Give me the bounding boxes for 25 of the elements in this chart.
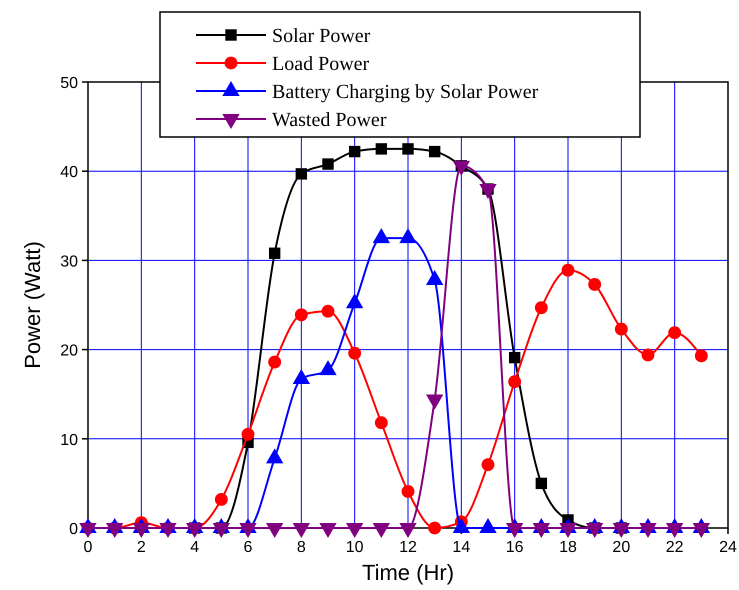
legend-label: Load Power	[272, 53, 370, 75]
x-tick-label: 20	[612, 539, 630, 556]
x-axis-title: Time (Hr)	[362, 560, 454, 585]
y-tick-label: 0	[69, 521, 78, 538]
x-tick-label: 24	[719, 539, 737, 556]
legend-label: Wasted Power	[272, 109, 387, 131]
legend-label: Battery Charging by Solar Power	[272, 81, 539, 103]
x-tick-label: 14	[452, 539, 470, 556]
y-tick-label: 20	[60, 342, 78, 360]
y-tick-label: 50	[60, 75, 78, 92]
x-tick-label: 4	[190, 539, 200, 556]
legend-label: Solar Power	[272, 25, 371, 47]
y-tick-label: 40	[60, 164, 78, 182]
x-tick-label: 12	[399, 539, 417, 556]
x-tick-label: 8	[296, 539, 306, 556]
x-tick-label: 16	[506, 539, 524, 556]
y-tick-label: 30	[60, 253, 78, 270]
x-tick-label: 18	[559, 539, 577, 556]
y-tick-label: 10	[60, 432, 78, 449]
x-tick-label: 0	[84, 539, 93, 556]
x-tick-label: 6	[244, 539, 253, 556]
x-tick-label: 10	[346, 539, 364, 556]
x-tick-label: 22	[666, 539, 684, 556]
x-tick-label: 2	[136, 539, 146, 556]
y-axis-title: Power (Watt)	[20, 241, 45, 369]
